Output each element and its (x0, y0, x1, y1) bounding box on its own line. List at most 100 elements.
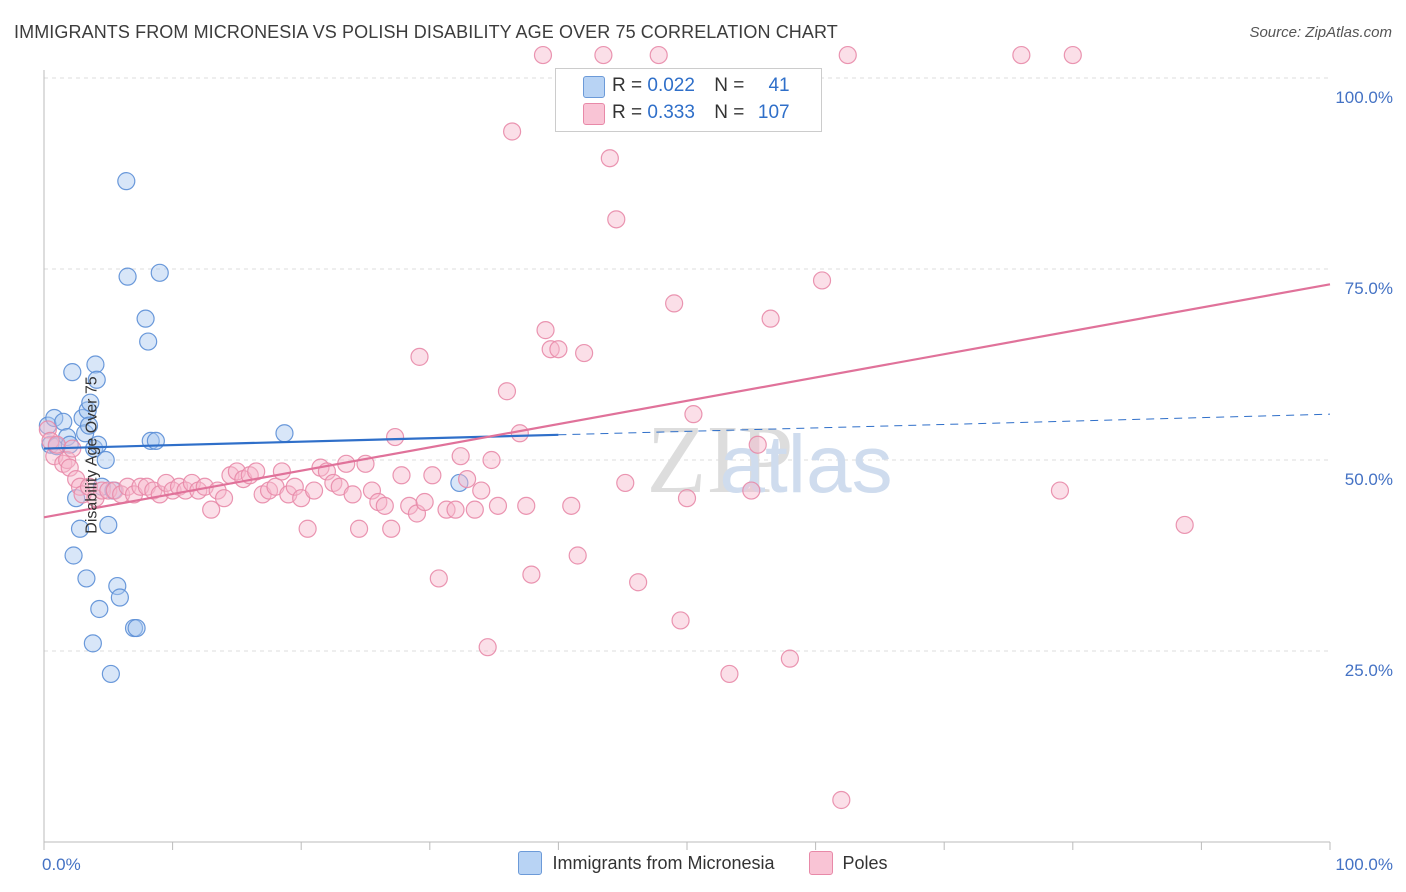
trend-line-micronesia-extension (558, 413, 1331, 436)
trend-lines (43, 283, 1331, 519)
poles-point (92, 481, 111, 500)
micronesia-point (45, 408, 64, 428)
legend-swatch-micronesia (518, 851, 543, 875)
poles-point (214, 489, 234, 508)
poles-point (272, 462, 292, 481)
poles-point (375, 496, 394, 515)
poles-point (392, 466, 411, 485)
poles-point (1012, 45, 1031, 65)
micronesia-point (146, 431, 165, 450)
y-tick-label-50: 50.0% (1345, 470, 1393, 489)
poles-point (465, 500, 484, 519)
poles-point (423, 466, 442, 485)
poles-point (457, 470, 477, 489)
poles-point (616, 473, 635, 493)
watermark: ZIP atlas (647, 406, 893, 514)
poles-point (665, 294, 684, 313)
poles-point (517, 496, 536, 515)
poles-point (482, 450, 501, 470)
legend-item-poles: Poles (808, 851, 888, 875)
poles-point (533, 45, 553, 65)
poles-point (562, 496, 581, 515)
legend-item-micronesia: Immigrants from Micronesia (518, 851, 775, 875)
poles-point (575, 343, 594, 363)
x-tick-label-min: 0.0% (42, 855, 81, 874)
poles-point (415, 492, 434, 512)
micronesia-point (63, 363, 82, 382)
micronesia-point (77, 569, 96, 588)
micronesia-point (110, 588, 129, 607)
y-tick-label-100: 100.0% (1335, 88, 1393, 107)
poles-point (60, 458, 79, 477)
poles-point (472, 481, 491, 500)
poles-point (298, 519, 317, 538)
poles-point (549, 340, 568, 359)
micronesia-point (101, 664, 120, 684)
poles-point (720, 664, 739, 684)
poles-point (607, 210, 626, 229)
stats-row-micronesia: R = 0.022 N = 41 (612, 75, 790, 96)
poles-point (838, 45, 857, 65)
watermark-zip: ZIP (647, 406, 794, 514)
micronesia-point (117, 172, 136, 191)
legend-swatch-poles (808, 851, 833, 875)
poles-point (362, 481, 382, 500)
micronesia-point (150, 263, 169, 282)
poles-point (451, 447, 470, 466)
micronesia-point (70, 519, 90, 538)
poles-point (446, 500, 465, 519)
series-micronesia-points (38, 172, 469, 684)
poles-point (497, 382, 517, 401)
micronesia-point (38, 416, 57, 435)
poles-point (742, 481, 761, 500)
poles-point (761, 309, 780, 328)
poles-point (684, 405, 703, 424)
poles-point (382, 519, 401, 538)
poles-point (832, 790, 851, 810)
poles-point (38, 420, 57, 439)
trend-line-micronesia (43, 433, 559, 450)
poles-point (343, 485, 362, 504)
stat-r-poles: 0.333 (647, 102, 695, 123)
gridlines (44, 77, 1330, 652)
micronesia-point (88, 435, 108, 454)
tick-labels: 25.0% 50.0% 75.0% 100.0% 0.0% 100.0% (42, 88, 1393, 874)
stat-n-poles: 107 (757, 102, 790, 123)
micronesia-point (139, 332, 158, 351)
poles-point (410, 347, 429, 366)
micronesia-point (118, 267, 137, 286)
micronesia-point (127, 618, 146, 638)
poles-point (748, 435, 767, 454)
poles-point (400, 496, 419, 515)
poles-point (677, 489, 697, 508)
poles-point (503, 122, 522, 141)
watermark-atlas: atlas (719, 419, 892, 510)
poles-point (488, 496, 508, 515)
x-tick-label-max: 100.0% (1335, 855, 1393, 874)
micronesia-point (79, 416, 99, 435)
poles-point (1175, 515, 1194, 535)
stat-n-micronesia: 41 (768, 75, 790, 96)
chart-title: IMMIGRANTS FROM MICRONESIA VS POLISH DIS… (14, 22, 838, 42)
micronesia-point (64, 546, 83, 565)
poles-point (285, 477, 304, 496)
poles-point (349, 519, 369, 538)
y-tick-label-75: 75.0% (1345, 279, 1393, 298)
micronesia-point (90, 599, 109, 619)
poles-point (522, 565, 541, 584)
micronesia-point (96, 450, 115, 470)
y-tick-label-25: 25.0% (1345, 661, 1393, 680)
poles-point (649, 45, 668, 65)
trend-line-poles (43, 283, 1331, 519)
micronesia-point (87, 370, 106, 389)
poles-point (385, 427, 405, 447)
micronesia-point (275, 424, 294, 443)
chart-source: Source: ZipAtlas.com (1249, 24, 1392, 41)
micronesia-point (54, 412, 73, 431)
poles-point (1063, 45, 1082, 65)
y-axis-label: Disability Age Over 75 (83, 376, 101, 534)
bottom-legend: Immigrants from Micronesia Poles (0, 851, 1406, 875)
poles-point (541, 340, 560, 359)
stats-row-poles: R = 0.333 N = 107 (612, 102, 790, 123)
